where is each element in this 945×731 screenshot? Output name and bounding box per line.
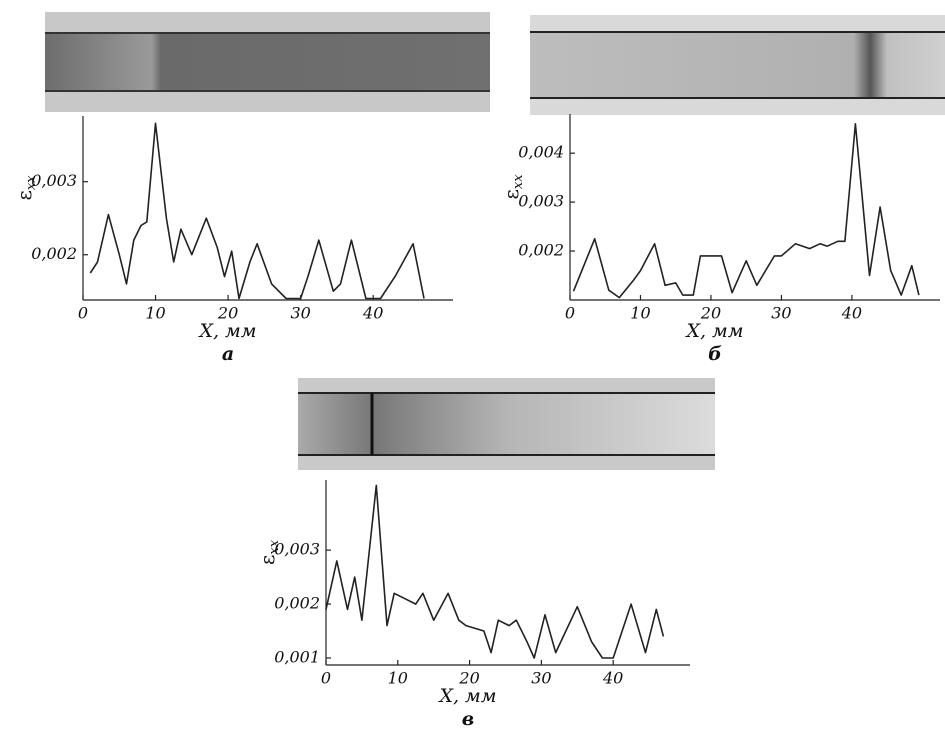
data-line [89,122,425,300]
y-axis-label: εxx [499,174,526,200]
x-tick-label: 40 [602,669,623,688]
x-tick-label: 0 [565,304,575,323]
y-label-symbol: ε [499,189,523,199]
y-tick-label: 0,002 [31,244,77,263]
y-tick-label: 0,001 [274,647,320,666]
x-tick-label: 0 [78,304,88,323]
y-label-symbol: ε [12,190,36,200]
x-tick-label: 20 [458,669,479,688]
x-tick-label: 40 [841,304,862,323]
x-tick-label: 10 [145,304,165,323]
panel-label: а [222,343,234,365]
y-tick-label: 0,003 [518,192,564,211]
x-tick-label: 40 [362,304,383,323]
x-tick-label: 30 [531,669,551,688]
photo-b [530,15,945,115]
y-tick-label: 0,002 [274,594,320,613]
y-label-symbol: ε [255,555,279,565]
y-tick-label: 0,003 [274,540,320,559]
x-tick-label: 20 [217,304,238,323]
x-tick-label: 30 [290,304,310,323]
y-tick-label: 0,004 [518,143,564,162]
x-tick-label: 20 [700,304,721,323]
data-line [325,484,665,659]
y-label-subscript: xx [267,539,282,554]
x-tick-label: 30 [771,304,791,323]
panel-label: в [462,708,474,730]
x-tick-label: 0 [321,669,331,688]
y-tick-label: 0,003 [31,171,77,190]
photo-a [45,12,490,112]
x-axis-label: X, мм [197,320,256,342]
panel-label: б [708,343,722,365]
y-label-subscript: xx [24,175,39,190]
y-axis-label: εxx [12,175,39,201]
x-axis-label: X, мм [684,320,743,342]
x-axis-label: X, мм [437,685,496,707]
y-label-subscript: xx [511,174,526,189]
data-line [572,123,920,299]
y-tick-label: 0,002 [518,241,564,260]
photo-c [298,378,715,470]
x-tick-label: 10 [388,669,408,688]
y-axis-label: εxx [255,539,282,565]
x-tick-label: 10 [630,304,650,323]
